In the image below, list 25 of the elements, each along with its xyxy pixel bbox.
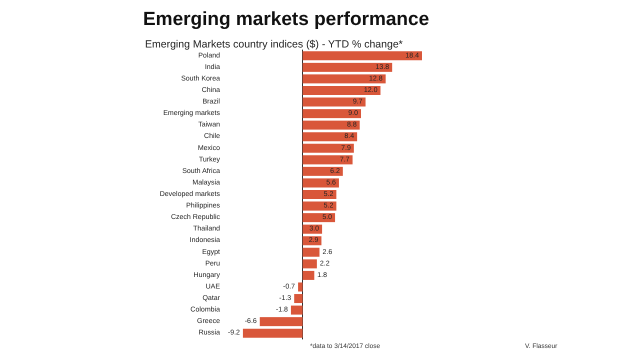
bar	[302, 270, 314, 280]
bar	[302, 74, 386, 84]
bar	[290, 306, 303, 315]
bar	[242, 328, 303, 338]
bar	[302, 178, 339, 188]
bar	[302, 144, 354, 153]
bar	[302, 120, 360, 130]
chart-title: Emerging markets performance	[143, 9, 430, 30]
bar	[302, 166, 343, 176]
bar	[302, 109, 362, 118]
bar	[302, 51, 422, 60]
bar	[302, 86, 380, 95]
bar	[302, 132, 358, 142]
bar	[302, 98, 366, 107]
bar	[302, 202, 336, 211]
bar	[298, 282, 303, 292]
bar	[302, 259, 317, 268]
bar	[302, 62, 392, 72]
bar	[294, 294, 303, 304]
bar	[302, 155, 353, 164]
bar	[302, 213, 336, 222]
bar	[302, 190, 336, 200]
bar	[260, 317, 303, 326]
bar	[302, 248, 320, 257]
chart-subtitle: Emerging Markets country indices ($) - YTD % change*	[145, 38, 403, 50]
